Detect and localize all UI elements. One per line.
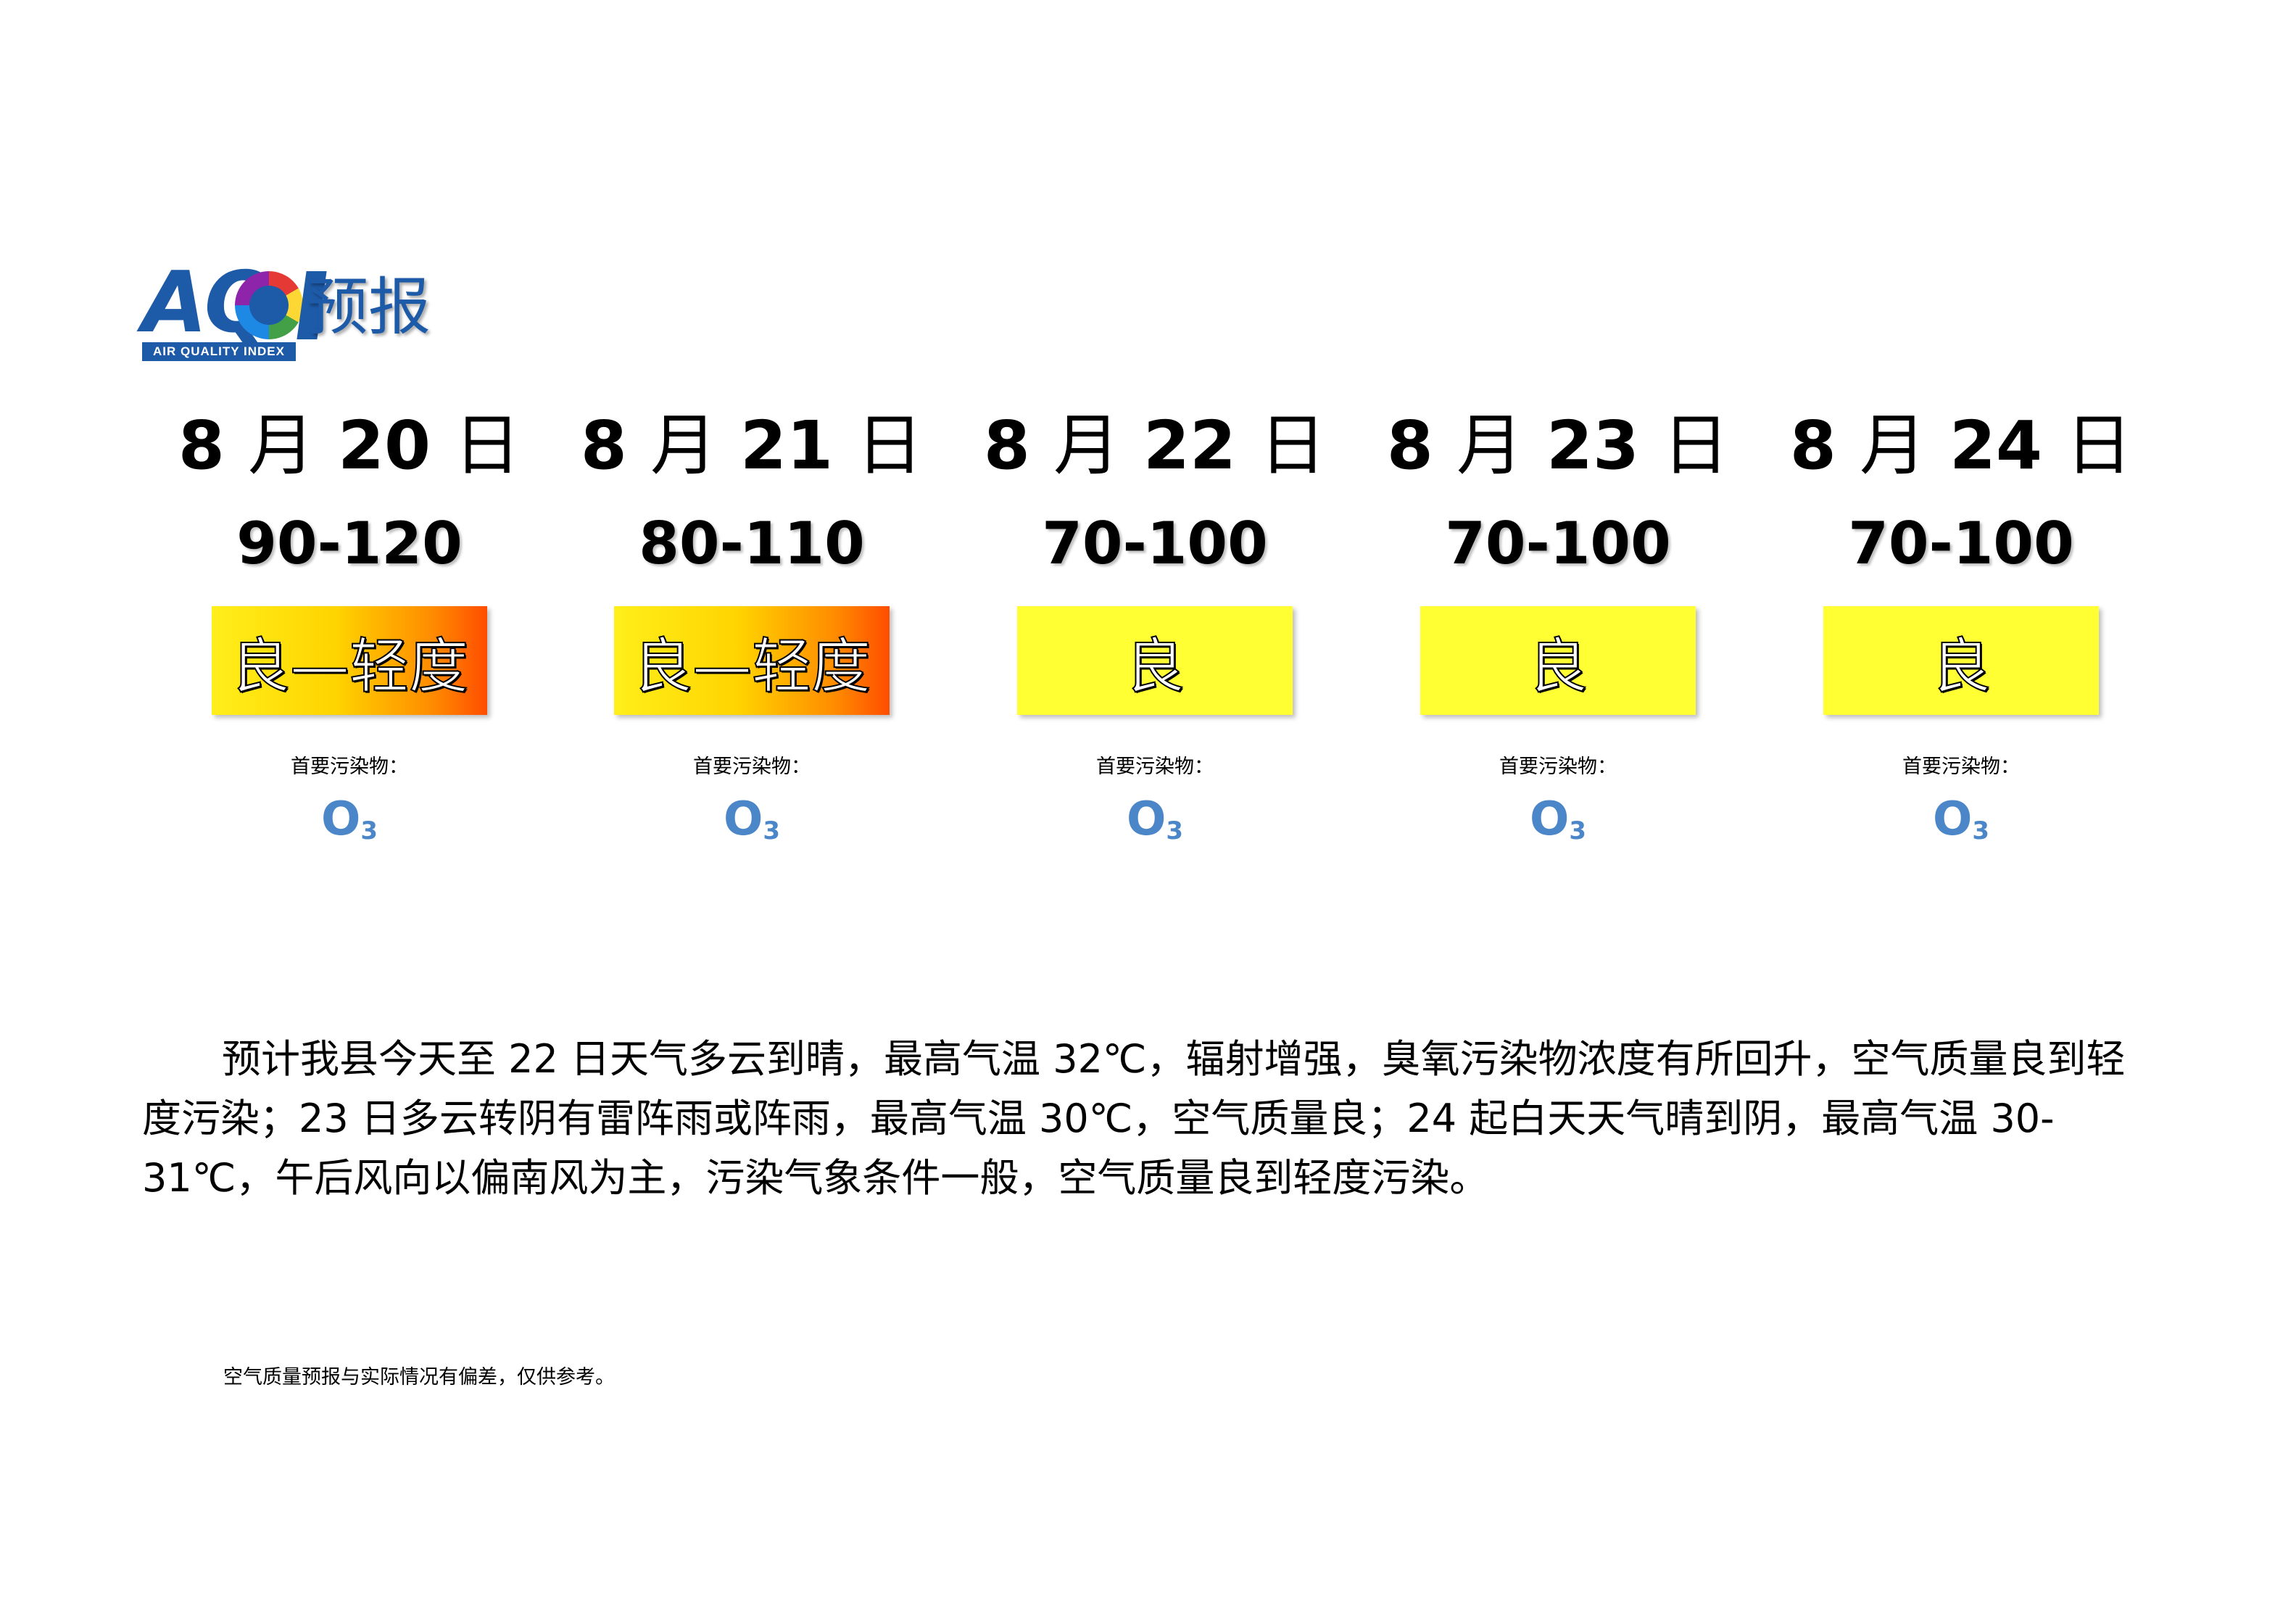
globe-icon xyxy=(235,271,303,339)
forecast-day-5: 8 月 24 日 70-100 良 首要污染物： O3 xyxy=(1773,392,2150,860)
air-quality-level-badge: 良—轻度 xyxy=(614,606,890,715)
forecast-description: 预计我县今天至 22 日天气多云到晴，最高气温 32℃，辐射增强，臭氧污染物浓度… xyxy=(142,1036,2126,1201)
air-quality-level-badge: 良 xyxy=(1017,606,1293,715)
forecast-day-2: 8 月 21 日 80-110 良—轻度 首要污染物： O3 xyxy=(563,392,940,860)
aqi-range: 90-120 xyxy=(236,510,463,577)
forecast-date: 8 月 22 日 xyxy=(983,407,1327,484)
forecast-date: 8 月 23 日 xyxy=(1386,407,1730,484)
primary-pollutant-label: 首要污染物： xyxy=(1499,756,1617,778)
forecast-date: 8 月 21 日 xyxy=(580,407,924,484)
aqi-range: 80-110 xyxy=(639,510,865,577)
logo-band: AIR QUALITY INDEX xyxy=(142,342,296,361)
forecast-day-3: 8 月 22 日 70-100 良 首要污染物： O3 xyxy=(966,392,1343,860)
logo-title: 预报 xyxy=(306,271,431,344)
primary-pollutant: O3 xyxy=(320,793,378,846)
forecast-date: 8 月 24 日 xyxy=(1789,407,2133,484)
air-quality-level-badge: 良—轻度 xyxy=(212,606,487,715)
aqi-range: 70-100 xyxy=(1042,510,1268,577)
primary-pollutant: O3 xyxy=(723,793,781,846)
air-quality-level-badge: 良 xyxy=(1823,606,2099,715)
primary-pollutant-label: 首要污染物： xyxy=(1902,756,2020,778)
primary-pollutant: O3 xyxy=(1126,793,1184,846)
primary-pollutant-label: 首要污染物： xyxy=(1096,756,1214,778)
primary-pollutant-label: 首要污染物： xyxy=(693,756,811,778)
disclaimer-note: 空气质量预报与实际情况有偏差，仅供参考。 xyxy=(223,1366,615,1389)
primary-pollutant-label: 首要污染物： xyxy=(291,756,408,778)
forecast-day-4: 8 月 23 日 70-100 良 首要污染物： O3 xyxy=(1369,392,1746,860)
forecast-day-1: 8 月 20 日 90-120 良—轻度 首要污染物： O3 xyxy=(161,392,538,860)
primary-pollutant: O3 xyxy=(1529,793,1587,846)
forecast-date: 8 月 20 日 xyxy=(178,407,521,484)
air-quality-level-badge: 良 xyxy=(1420,606,1696,715)
aqi-range: 70-100 xyxy=(1445,510,1671,577)
aqi-logo: AQ AIR QUALITY INDEX 预报 xyxy=(142,261,447,361)
primary-pollutant: O3 xyxy=(1932,793,1990,846)
aqi-range: 70-100 xyxy=(1848,510,2074,577)
